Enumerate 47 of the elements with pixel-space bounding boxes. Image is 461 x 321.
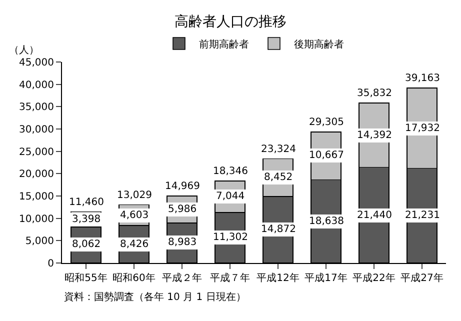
- x-tick-label: 平成２年: [162, 272, 202, 284]
- y-tick-label: 5,000: [25, 236, 54, 248]
- text: 資料：国勢調査（各年 10 月 1 日現在）: [64, 291, 246, 303]
- y-tick-label: 35,000: [19, 102, 54, 114]
- total-label: 29,305: [309, 117, 344, 128]
- x-tick-label: 平成７年: [210, 272, 250, 284]
- data-label: 8,426: [120, 239, 149, 250]
- total-label: 39,163: [405, 73, 440, 84]
- y-tick-label: 10,000: [19, 214, 54, 225]
- legend-label: 前期高齢者: [199, 38, 249, 50]
- x-tick-label: 平成12年: [256, 272, 300, 284]
- total-label: 35,832: [357, 88, 392, 99]
- data-label: 7,044: [216, 191, 245, 202]
- x-tick-label: 平成22年: [352, 272, 396, 284]
- data-label: 4,603: [120, 210, 149, 221]
- legend-label: 後期高齢者: [294, 38, 344, 50]
- data-label: 5,986: [168, 204, 197, 215]
- data-label: 8,062: [72, 239, 101, 250]
- data-label: 21,231: [405, 210, 440, 221]
- data-label: 14,872: [261, 224, 296, 235]
- data-label: 8,452: [264, 172, 293, 183]
- y-axis-title: （人）: [9, 45, 39, 56]
- total-label: 14,969: [165, 181, 200, 192]
- y-tick-label: 40,000: [19, 80, 54, 91]
- x-tick-label: 平成17年: [304, 272, 348, 284]
- data-label: 10,667: [309, 150, 344, 161]
- total-label: 11,460: [69, 197, 104, 208]
- x-tick-label: 平成27年: [400, 272, 444, 284]
- total-label: 23,324: [261, 144, 296, 155]
- data-label: 3,398: [72, 214, 101, 225]
- chart-title: 高齢者人口の推移: [174, 14, 286, 30]
- data-label: 17,932: [405, 123, 440, 134]
- total-label: 13,029: [117, 190, 152, 201]
- x-tick-label: 昭和60年: [112, 272, 156, 284]
- total-label: 18,346: [213, 166, 248, 177]
- data-label: 8,983: [168, 237, 197, 248]
- x-tick-label: 昭和55年: [64, 272, 108, 284]
- data-label: 18,638: [309, 216, 344, 227]
- data-label: 21,440: [357, 210, 392, 221]
- y-tick-label: 0: [48, 258, 54, 270]
- y-tick-label: 30,000: [19, 124, 54, 136]
- y-tick-label: 15,000: [19, 192, 54, 202]
- data-label: 11,302: [213, 232, 248, 243]
- data-label: 14,392: [357, 130, 392, 141]
- y-tick-label: 45,000: [19, 58, 54, 68]
- y-tick-label: 20,000: [19, 169, 54, 180]
- y-tick-label: 25,000: [19, 146, 54, 158]
